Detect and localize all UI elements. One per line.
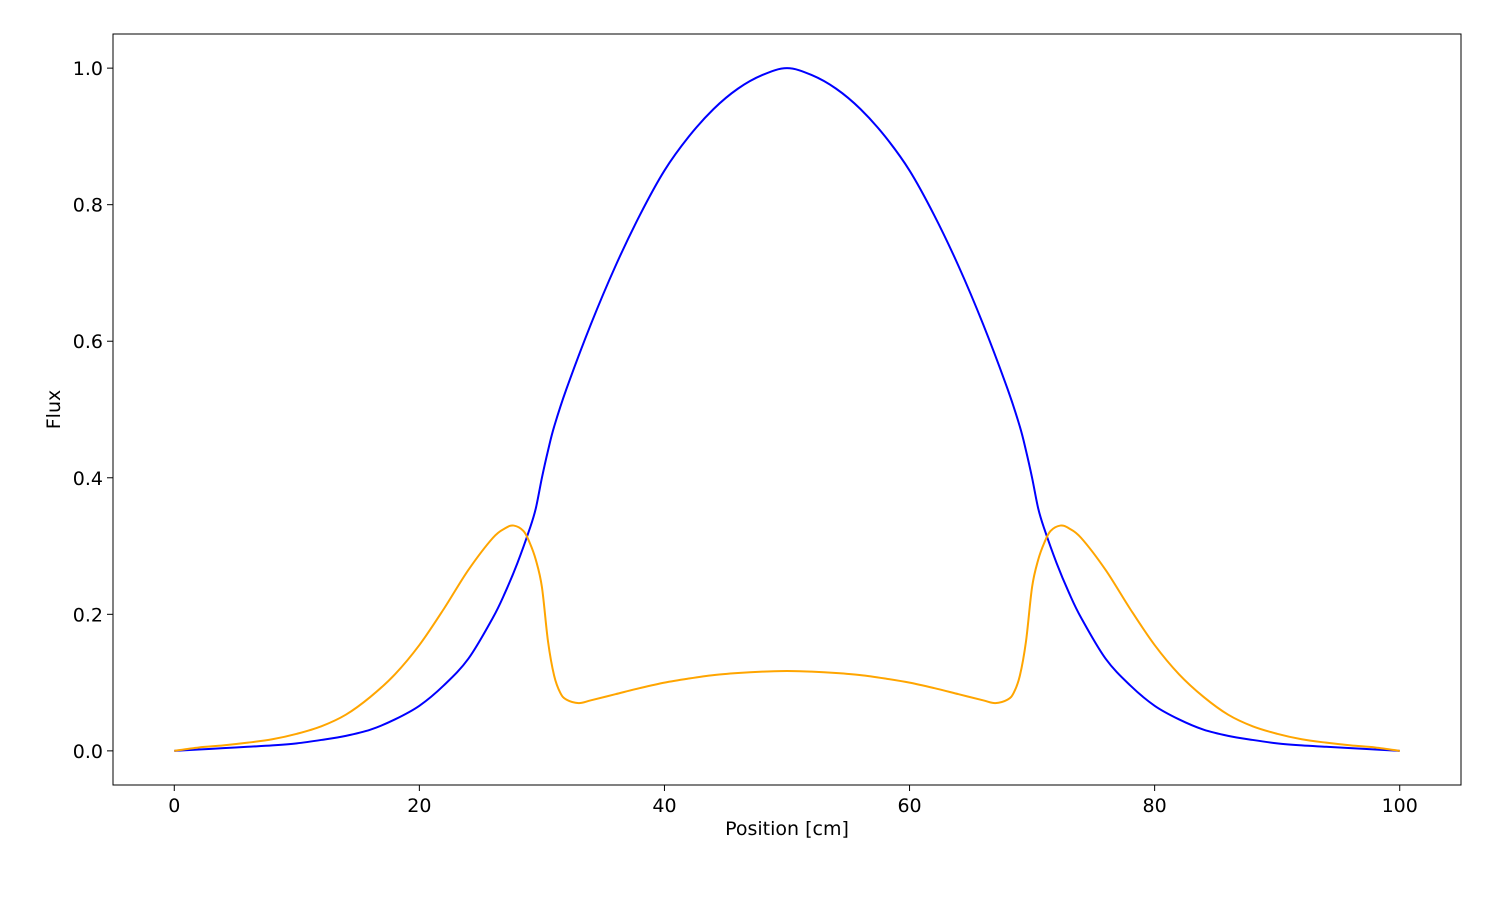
x-tick-label: 80	[1143, 795, 1167, 817]
x-tick-label: 100	[1382, 795, 1418, 817]
series-line-1	[174, 67, 1400, 752]
x-tick-label: 20	[407, 795, 431, 817]
y-tick-label: 0.8	[73, 195, 103, 217]
y-tick-label: 0.4	[73, 468, 103, 490]
series-line-2	[174, 524, 1400, 752]
y-tick-label: 0.0	[73, 741, 103, 763]
x-axis-label: Position [cm]	[725, 818, 849, 840]
series-layer	[174, 67, 1400, 752]
y-tick-label: 0.6	[73, 331, 103, 353]
y-axis-label: Flux	[43, 390, 65, 430]
y-axis-ticks: 0.0 0.2 0.4 0.6 0.8 1.0	[73, 58, 113, 763]
x-tick-label: 0	[168, 795, 180, 817]
y-tick-label: 0.2	[73, 604, 103, 626]
y-tick-label: 1.0	[73, 58, 103, 80]
x-tick-label: 60	[897, 795, 921, 817]
x-axis-ticks: 0 20 40 60 80 100	[168, 785, 1418, 817]
plot-area-frame	[112, 33, 1462, 786]
x-tick-label: 40	[652, 795, 676, 817]
